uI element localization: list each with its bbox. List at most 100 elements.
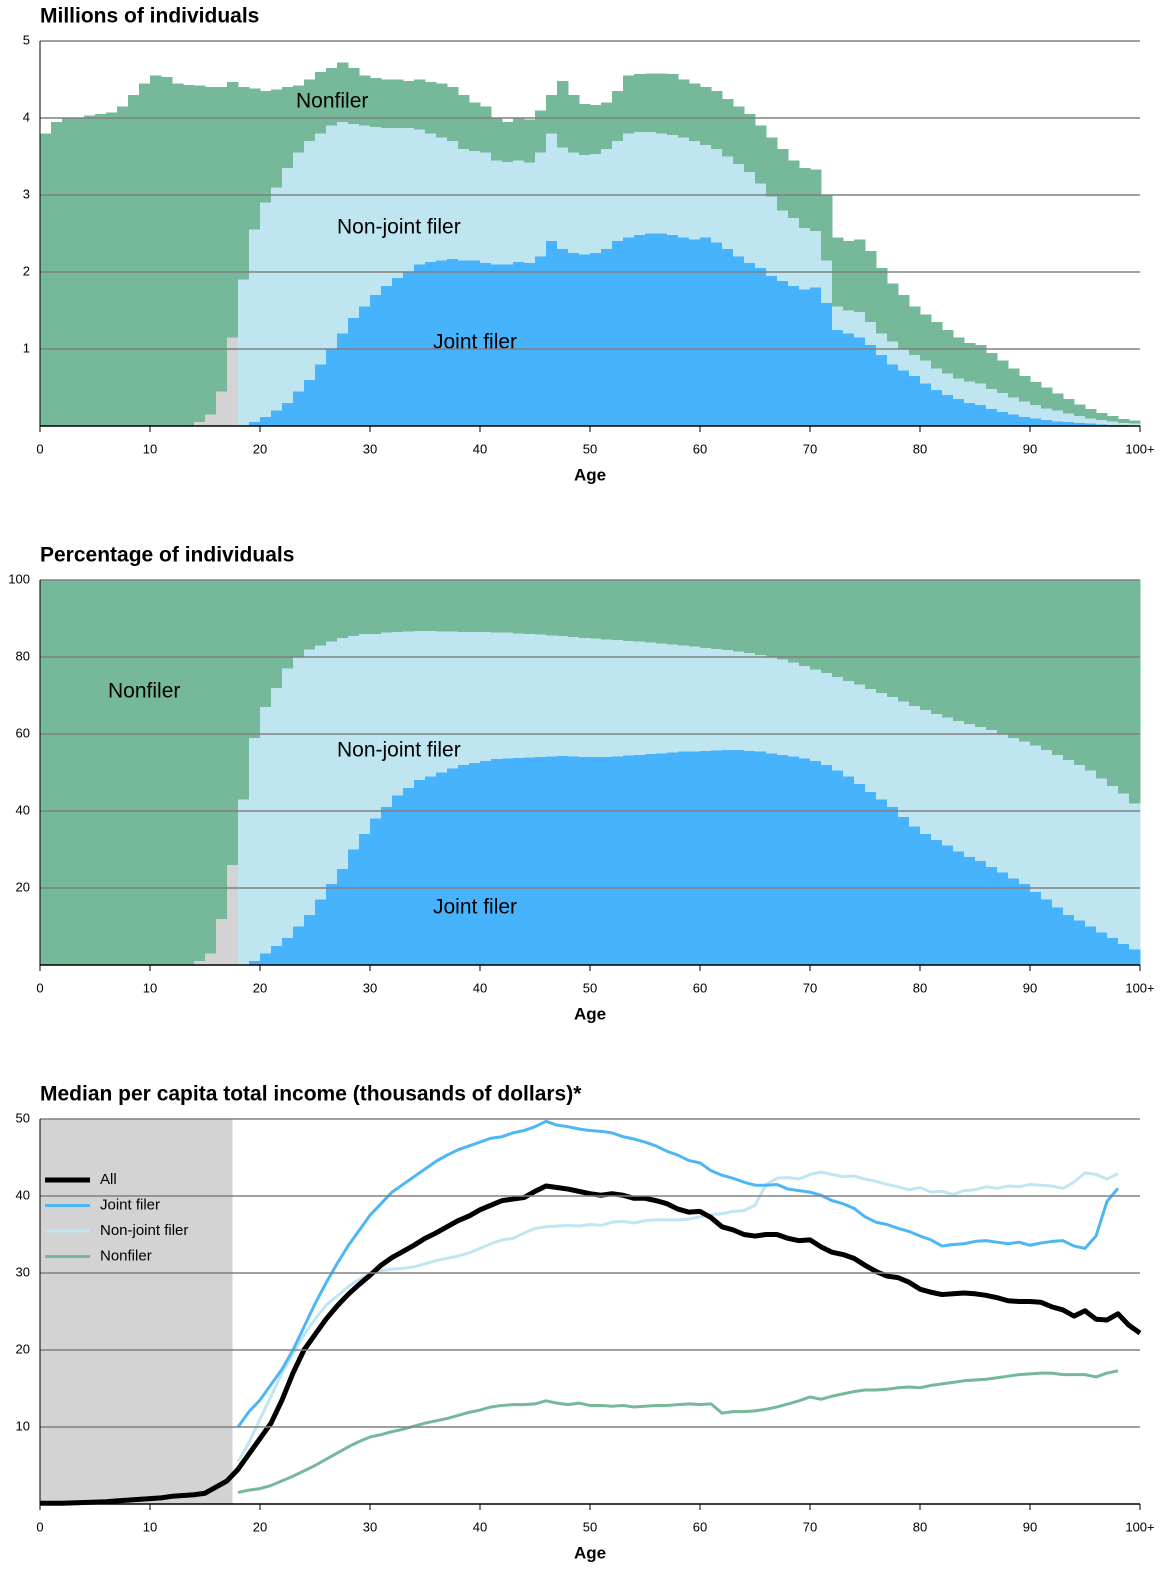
bar-segment <box>1107 415 1119 422</box>
bar-segment <box>502 121 514 162</box>
bar-segment <box>975 727 987 862</box>
bar-segment <box>172 83 184 426</box>
bar-segment <box>491 264 503 426</box>
bar-segment <box>854 580 866 685</box>
bar-segment <box>579 254 591 426</box>
bar-segment <box>403 128 415 272</box>
panel: Median per capita total income (thousand… <box>16 1083 1155 1563</box>
bar-segment <box>799 665 811 759</box>
bar-segment <box>942 395 954 426</box>
bar-segment <box>810 287 822 426</box>
x-tick-label: 50 <box>583 441 597 456</box>
bar-segment <box>84 115 96 426</box>
bar-segment <box>964 723 976 858</box>
bar-segment <box>1052 393 1064 411</box>
bar-segment <box>458 631 470 765</box>
x-tick-label: 70 <box>803 1519 817 1534</box>
bar-segment <box>810 169 822 232</box>
bar-segment <box>414 580 426 632</box>
bar-segment <box>744 262 756 426</box>
bar-segment <box>326 884 338 965</box>
bar-segment <box>909 375 921 426</box>
bar-segment <box>106 580 118 965</box>
bar-segment <box>788 160 800 219</box>
bar-segment <box>546 94 558 134</box>
bar-segment <box>249 88 261 230</box>
bar-segment <box>546 241 558 426</box>
bar-segment <box>436 772 448 965</box>
bar-segment <box>799 168 811 229</box>
bar-segment <box>1052 421 1064 426</box>
bar-segment <box>810 580 822 670</box>
bar-segment <box>326 349 338 426</box>
bar-segment <box>931 368 943 390</box>
bar-segment <box>634 754 646 965</box>
bar-segment <box>876 580 888 693</box>
bar-segment <box>579 154 591 255</box>
bar-segment <box>623 580 635 641</box>
x-tick-label: 80 <box>913 980 927 995</box>
bar-segment <box>546 756 558 965</box>
bar-segment <box>788 756 800 965</box>
x-tick-label: 60 <box>693 1519 707 1534</box>
bar-segment <box>491 160 503 265</box>
bar-segment <box>469 762 481 965</box>
x-tick-label: 10 <box>143 441 157 456</box>
bar-segment <box>238 799 250 965</box>
bar-segment <box>535 757 547 965</box>
x-tick-label: 100+ <box>1125 980 1154 995</box>
bar-segment <box>975 383 987 406</box>
bar-segment <box>590 757 602 965</box>
x-tick-label: 90 <box>1023 980 1037 995</box>
bar-segment <box>843 776 855 965</box>
bar-segment <box>447 631 459 769</box>
bar-segment <box>524 580 536 634</box>
bar-segment <box>1096 419 1108 425</box>
bar-segment <box>678 237 690 426</box>
bar-segment <box>304 580 316 650</box>
bar-segment <box>436 260 448 426</box>
bar-segment <box>51 580 63 965</box>
bar-segment <box>766 753 778 965</box>
bar-segment <box>854 784 866 965</box>
bar-segment <box>601 102 613 149</box>
bar-segment <box>799 758 811 965</box>
bar-segment <box>469 151 481 261</box>
bar-segment <box>953 399 965 426</box>
bar-segment <box>634 641 646 755</box>
series-label: Non-joint filer <box>337 216 461 239</box>
bar-segment <box>634 580 646 642</box>
x-tick-label: 40 <box>473 980 487 995</box>
bar-segment <box>832 770 844 965</box>
bar-segment <box>513 580 525 634</box>
bar-segment <box>348 67 360 125</box>
bar-segment <box>733 580 745 652</box>
x-tick-label: 90 <box>1023 441 1037 456</box>
bar-segment <box>667 74 679 135</box>
bar-segment <box>271 187 283 411</box>
bar-segment <box>942 845 954 965</box>
bar-segment <box>689 83 701 142</box>
bar-segment <box>458 260 470 426</box>
bar-segment <box>612 640 624 757</box>
bar-segment <box>733 256 745 426</box>
bar-segment <box>249 580 261 738</box>
bar-segment <box>260 416 272 426</box>
bar-segment <box>887 580 899 698</box>
bar-segment <box>524 119 536 163</box>
bar-segment <box>1085 580 1097 771</box>
bar-segment <box>777 754 789 965</box>
bar-segment <box>447 87 459 142</box>
bar-segment <box>425 261 437 426</box>
bar-segment <box>1074 404 1086 416</box>
bar-segment <box>414 129 426 265</box>
bar-segment <box>1019 401 1031 417</box>
bar-segment <box>282 668 294 939</box>
y-tick-label: 5 <box>23 32 30 47</box>
bar-segment <box>1074 920 1086 965</box>
bar-segment <box>205 414 217 426</box>
x-tick-label: 0 <box>36 441 43 456</box>
bar-segment <box>1118 422 1130 426</box>
bar-segment <box>227 337 239 426</box>
bar-segment <box>260 580 272 708</box>
